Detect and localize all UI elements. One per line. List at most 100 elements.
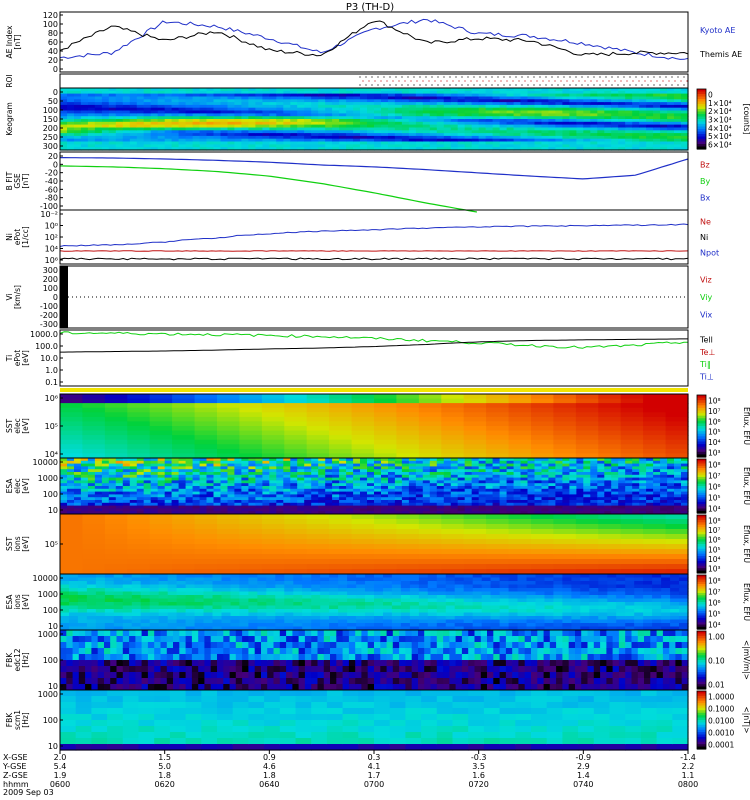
- spectrogram-cell: [441, 444, 465, 450]
- spectrogram-cell: [513, 472, 522, 476]
- spectrogram-cell: [429, 113, 438, 117]
- spectrogram-cell: [436, 138, 445, 143]
- spectrogram-cell: [101, 124, 110, 128]
- spectrogram-cell: [381, 144, 389, 148]
- spectrogram-cell: [82, 564, 106, 570]
- spectrogram-cell: [598, 453, 622, 459]
- spectrogram-cell: [674, 138, 682, 143]
- spectrogram-cell: [241, 138, 249, 143]
- spectrogram-cell: [297, 102, 305, 106]
- spectrogram-cell: [325, 491, 333, 495]
- colorbar-cell: [697, 407, 706, 412]
- spectrogram-cell: [506, 463, 515, 467]
- spectrogram-cell: [653, 90, 661, 95]
- spectrogram-cell: [527, 147, 536, 151]
- spectrogram-cell: [429, 96, 438, 100]
- spectrogram-cell: [611, 127, 619, 131]
- spectrogram-cell: [217, 564, 240, 570]
- spectrogram-cell: [381, 466, 389, 470]
- spectrogram-cell: [569, 483, 577, 487]
- roi-dot: [416, 80, 418, 82]
- spectrogram-cell: [127, 534, 151, 540]
- spectrogram-cell: [401, 116, 410, 120]
- spectrogram-cell: [513, 124, 522, 128]
- spectrogram-cell: [346, 127, 354, 131]
- spectrogram-cell: [555, 477, 563, 481]
- spectrogram-cell: [598, 564, 622, 570]
- spectrogram-cell: [381, 99, 389, 103]
- spectrogram-cell: [374, 407, 397, 413]
- spectrogram-cell: [374, 564, 397, 570]
- spectrogram-cell: [513, 502, 522, 507]
- spectrogram-cell: [122, 491, 131, 495]
- spectrogram-cell: [306, 514, 330, 520]
- spectrogram-cell: [513, 460, 522, 465]
- spectrogram-cell: [297, 460, 305, 465]
- spectrogram-cell: [569, 463, 577, 467]
- spectrogram-cell: [415, 138, 424, 143]
- spectrogram-cell: [590, 463, 598, 467]
- spectrogram-cell: [674, 107, 682, 112]
- spectrogram-cell: [681, 138, 689, 143]
- spectrogram-cell: [667, 147, 675, 151]
- spectrogram-cell: [318, 130, 326, 134]
- y-axis-label: Ni: [5, 233, 14, 241]
- spectrogram-cell: [381, 133, 389, 137]
- spectrogram-cell: [129, 486, 138, 490]
- spectrogram-cell: [665, 534, 689, 540]
- spectrogram-cell: [108, 483, 117, 487]
- spectrogram-cell: [136, 141, 145, 145]
- spectrogram-cell: [388, 505, 396, 509]
- spectrogram-cell: [508, 534, 532, 540]
- spectrogram-cell: [262, 121, 270, 126]
- spectrogram-cell: [194, 426, 218, 432]
- spectrogram-cell: [471, 96, 480, 100]
- spectrogram-cell: [674, 124, 682, 128]
- spectrogram-cell: [486, 559, 510, 565]
- spectrogram-cell: [239, 421, 263, 427]
- spectrogram-cell: [360, 458, 368, 462]
- spectrogram-cell: [575, 529, 599, 535]
- spectrogram-cell: [611, 147, 619, 151]
- spectrogram-cell: [239, 448, 263, 455]
- spectrogram-cell: [620, 398, 644, 404]
- spectrogram-cell: [374, 544, 397, 550]
- spectrogram-cell: [646, 502, 654, 507]
- spectrogram-cell: [220, 110, 229, 114]
- y-tick-label: 10²: [45, 233, 58, 242]
- spectrogram-cell: [360, 460, 368, 465]
- spectrogram-cell: [527, 99, 536, 103]
- spectrogram-cell: [660, 141, 668, 145]
- spectrogram-cell: [217, 539, 240, 545]
- spectrogram-cell: [394, 477, 403, 481]
- roi-dot: [368, 80, 370, 82]
- spectrogram-cell: [436, 483, 445, 487]
- colorbar-cell: [697, 413, 706, 417]
- spectrogram-cell: [553, 539, 577, 545]
- colorbar-cell: [697, 454, 706, 458]
- spectrogram-cell: [304, 99, 312, 103]
- spectrogram-cell: [239, 549, 263, 555]
- spectrogram-cell: [611, 502, 619, 507]
- spectrogram-cell: [429, 93, 438, 97]
- spectrogram-cell: [506, 133, 515, 137]
- spectrogram-cell: [325, 472, 333, 476]
- roi-dot: [467, 76, 469, 78]
- spectrogram-cell: [150, 141, 159, 145]
- spectrogram-cell: [194, 539, 218, 545]
- spectrogram-cell: [67, 508, 75, 512]
- spectrogram-cell: [178, 130, 187, 134]
- spectrogram-cell: [234, 494, 242, 498]
- spectrogram-cell: [396, 534, 420, 540]
- spectrogram-cell: [513, 483, 522, 487]
- spectrogram-cell: [149, 435, 173, 441]
- spectrogram-cell: [115, 130, 124, 134]
- spectrogram-cell: [127, 529, 151, 535]
- spectrogram-cell: [213, 130, 222, 134]
- spectrogram-cell: [548, 472, 556, 476]
- spectrogram-cell: [620, 430, 644, 436]
- spectrogram-cell: [569, 90, 577, 95]
- kyoto-ae-line: [59, 18, 689, 60]
- spectrogram-cell: [329, 407, 353, 413]
- spectrogram-cell: [620, 407, 644, 413]
